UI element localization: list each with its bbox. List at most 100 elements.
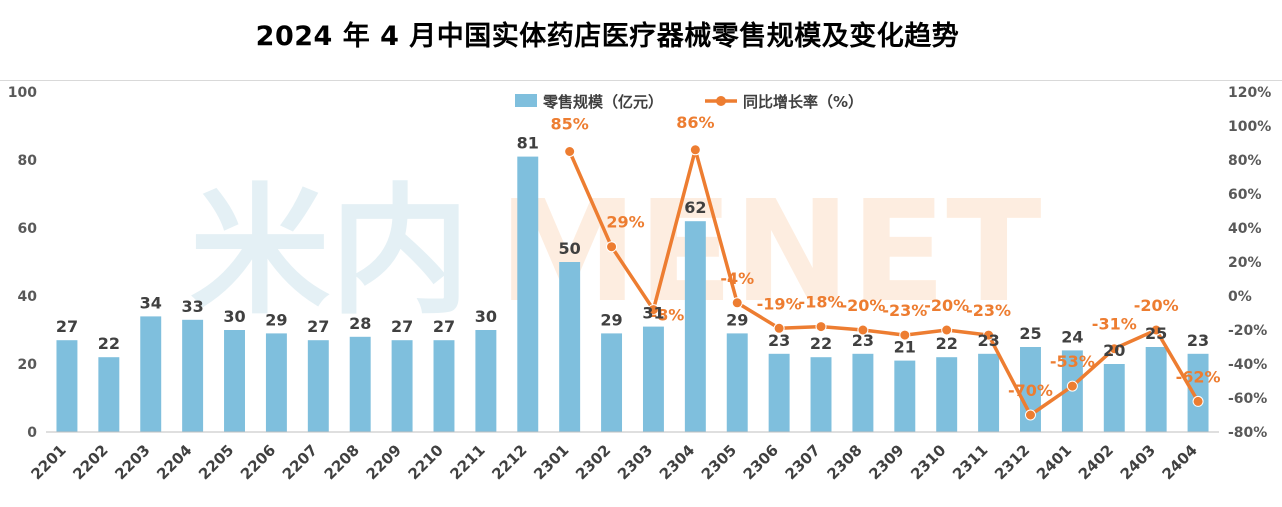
growth-point-2311: [983, 329, 995, 341]
bar-2307: [810, 357, 832, 432]
right-tick-label: 0%: [1228, 289, 1252, 305]
bar-label-2305: 29: [726, 310, 748, 329]
growth-labels: 85%29%-8%86%-4%-19%-18%-20%-23%-20%-23%-…: [551, 113, 1221, 400]
x-tick-label-2207: 2207: [279, 441, 321, 483]
legend: 零售规模（亿元） 同比增长率（%）: [515, 93, 863, 111]
bar-label-2401: 24: [1061, 327, 1083, 346]
legend-bar-label: 零售规模（亿元）: [542, 93, 663, 111]
growth-point-2306: [773, 322, 785, 334]
x-tick-label-2201: 2201: [28, 441, 70, 483]
growth-label-2401: -53%: [1050, 352, 1095, 371]
x-tick-label-2203: 2203: [111, 441, 153, 483]
bar-2210: [433, 340, 455, 432]
bar-label-2312: 25: [1019, 324, 1041, 343]
plot-frame: [0, 80, 1282, 507]
bar-2208: [349, 336, 371, 432]
bar-label-2201: 27: [56, 317, 78, 336]
bar-label-2204: 33: [181, 297, 203, 316]
growth-point-2304: [689, 144, 701, 156]
x-tick-label-2403: 2403: [1117, 441, 1159, 483]
bar-2310: [936, 357, 958, 432]
right-tick-label: 80%: [1228, 153, 1262, 169]
growth-label-2312: -70%: [1008, 381, 1053, 400]
bar-2302: [601, 333, 623, 432]
growth-point-2404: [1192, 395, 1204, 407]
bar-2211: [475, 330, 497, 432]
bar-2201: [56, 340, 78, 432]
right-tick-label: 60%: [1228, 187, 1262, 203]
x-tick-label-2202: 2202: [69, 441, 111, 483]
bar-label-2212: 81: [517, 134, 539, 153]
right-tick-label: -40%: [1228, 357, 1267, 373]
growth-point-2310: [941, 324, 953, 336]
x-tick-label-2209: 2209: [363, 441, 405, 483]
right-tick-label: 20%: [1228, 255, 1262, 271]
bar-2311: [978, 353, 1000, 432]
growth-point-2308: [857, 324, 869, 336]
left-tick-label: 20: [18, 357, 38, 373]
x-tick-label-2404: 2404: [1159, 441, 1201, 483]
growth-label-2302: 29%: [606, 213, 644, 232]
growth-label-2301: 85%: [551, 115, 589, 134]
bar-label-2310: 22: [936, 334, 958, 353]
bar-label-2210: 27: [433, 317, 455, 336]
x-tick-label-2402: 2402: [1075, 441, 1117, 483]
x-tick-label-2212: 2212: [488, 441, 530, 483]
growth-point-2302: [606, 241, 618, 253]
growth-label-2403: -20%: [1134, 296, 1179, 315]
bar-2202: [98, 357, 120, 432]
bar-label-2207: 27: [307, 317, 329, 336]
bar-label-2404: 23: [1187, 331, 1209, 350]
x-tick-label-2308: 2308: [823, 441, 865, 483]
x-tick-label-2401: 2401: [1033, 441, 1075, 483]
growth-label-2402: -31%: [1092, 315, 1137, 334]
legend-line-label: 同比增长率（%）: [743, 93, 863, 111]
growth-point-2305: [731, 297, 743, 309]
bar-label-2202: 22: [98, 334, 120, 353]
x-tick-label-2208: 2208: [321, 441, 363, 483]
right-tick-label: -80%: [1228, 425, 1267, 441]
right-tick-label: -60%: [1228, 391, 1267, 407]
x-tick-label-2311: 2311: [949, 441, 991, 483]
growth-label-2310: -20%: [924, 296, 969, 315]
x-tick-label-2205: 2205: [195, 441, 237, 483]
x-tick-label-2303: 2303: [614, 441, 656, 483]
x-tick-label-2309: 2309: [865, 441, 907, 483]
bar-2207: [307, 340, 329, 432]
growth-point-2301: [564, 146, 576, 157]
x-tick-label-2302: 2302: [572, 441, 614, 483]
bar-2206: [265, 333, 287, 432]
growth-point-2312: [1024, 409, 1036, 421]
legend-line-marker: [716, 96, 726, 106]
left-tick-label: 0: [27, 425, 37, 441]
bar-label-2308: 23: [852, 331, 874, 350]
growth-label-2311: -23%: [966, 301, 1011, 320]
x-tick-label-2306: 2306: [740, 441, 782, 483]
x-tick-label-2310: 2310: [907, 441, 949, 483]
left-tick-label: 80: [18, 153, 38, 169]
growth-point-2309: [899, 329, 911, 341]
growth-point-2303: [647, 304, 659, 316]
bar-2306: [768, 353, 790, 432]
growth-label-2303: -8%: [651, 306, 685, 325]
right-tick-label: -20%: [1228, 323, 1267, 339]
bar-label-2307: 22: [810, 334, 832, 353]
growth-label-2305: -4%: [720, 269, 754, 288]
right-tick-label: 120%: [1228, 85, 1271, 101]
bar-2305: [726, 333, 748, 432]
bar-2301: [559, 262, 581, 432]
x-tick-label-2312: 2312: [991, 441, 1033, 483]
x-tick-label-2206: 2206: [237, 441, 279, 483]
growth-point-2401: [1066, 380, 1078, 392]
line-series: 85%29%-8%86%-4%-19%-18%-20%-23%-20%-23%-…: [551, 113, 1221, 421]
bar-label-2208: 28: [349, 314, 371, 333]
x-tick-label-2301: 2301: [530, 441, 572, 483]
x-tick-label-2210: 2210: [405, 441, 447, 483]
x-tick-label-2211: 2211: [446, 441, 488, 483]
growth-label-2308: -20%: [840, 296, 885, 315]
growth-label-2307: -18%: [799, 293, 844, 312]
x-tick-label-2204: 2204: [153, 441, 195, 483]
bar-label-2304: 62: [684, 198, 706, 217]
growth-point-2307: [815, 321, 827, 333]
